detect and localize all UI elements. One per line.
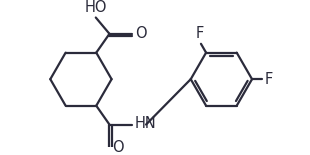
Text: F: F bbox=[196, 26, 204, 41]
Text: HO: HO bbox=[85, 0, 107, 15]
Text: F: F bbox=[265, 72, 273, 87]
Text: HN: HN bbox=[134, 116, 156, 131]
Text: O: O bbox=[112, 140, 124, 155]
Text: O: O bbox=[135, 26, 147, 41]
